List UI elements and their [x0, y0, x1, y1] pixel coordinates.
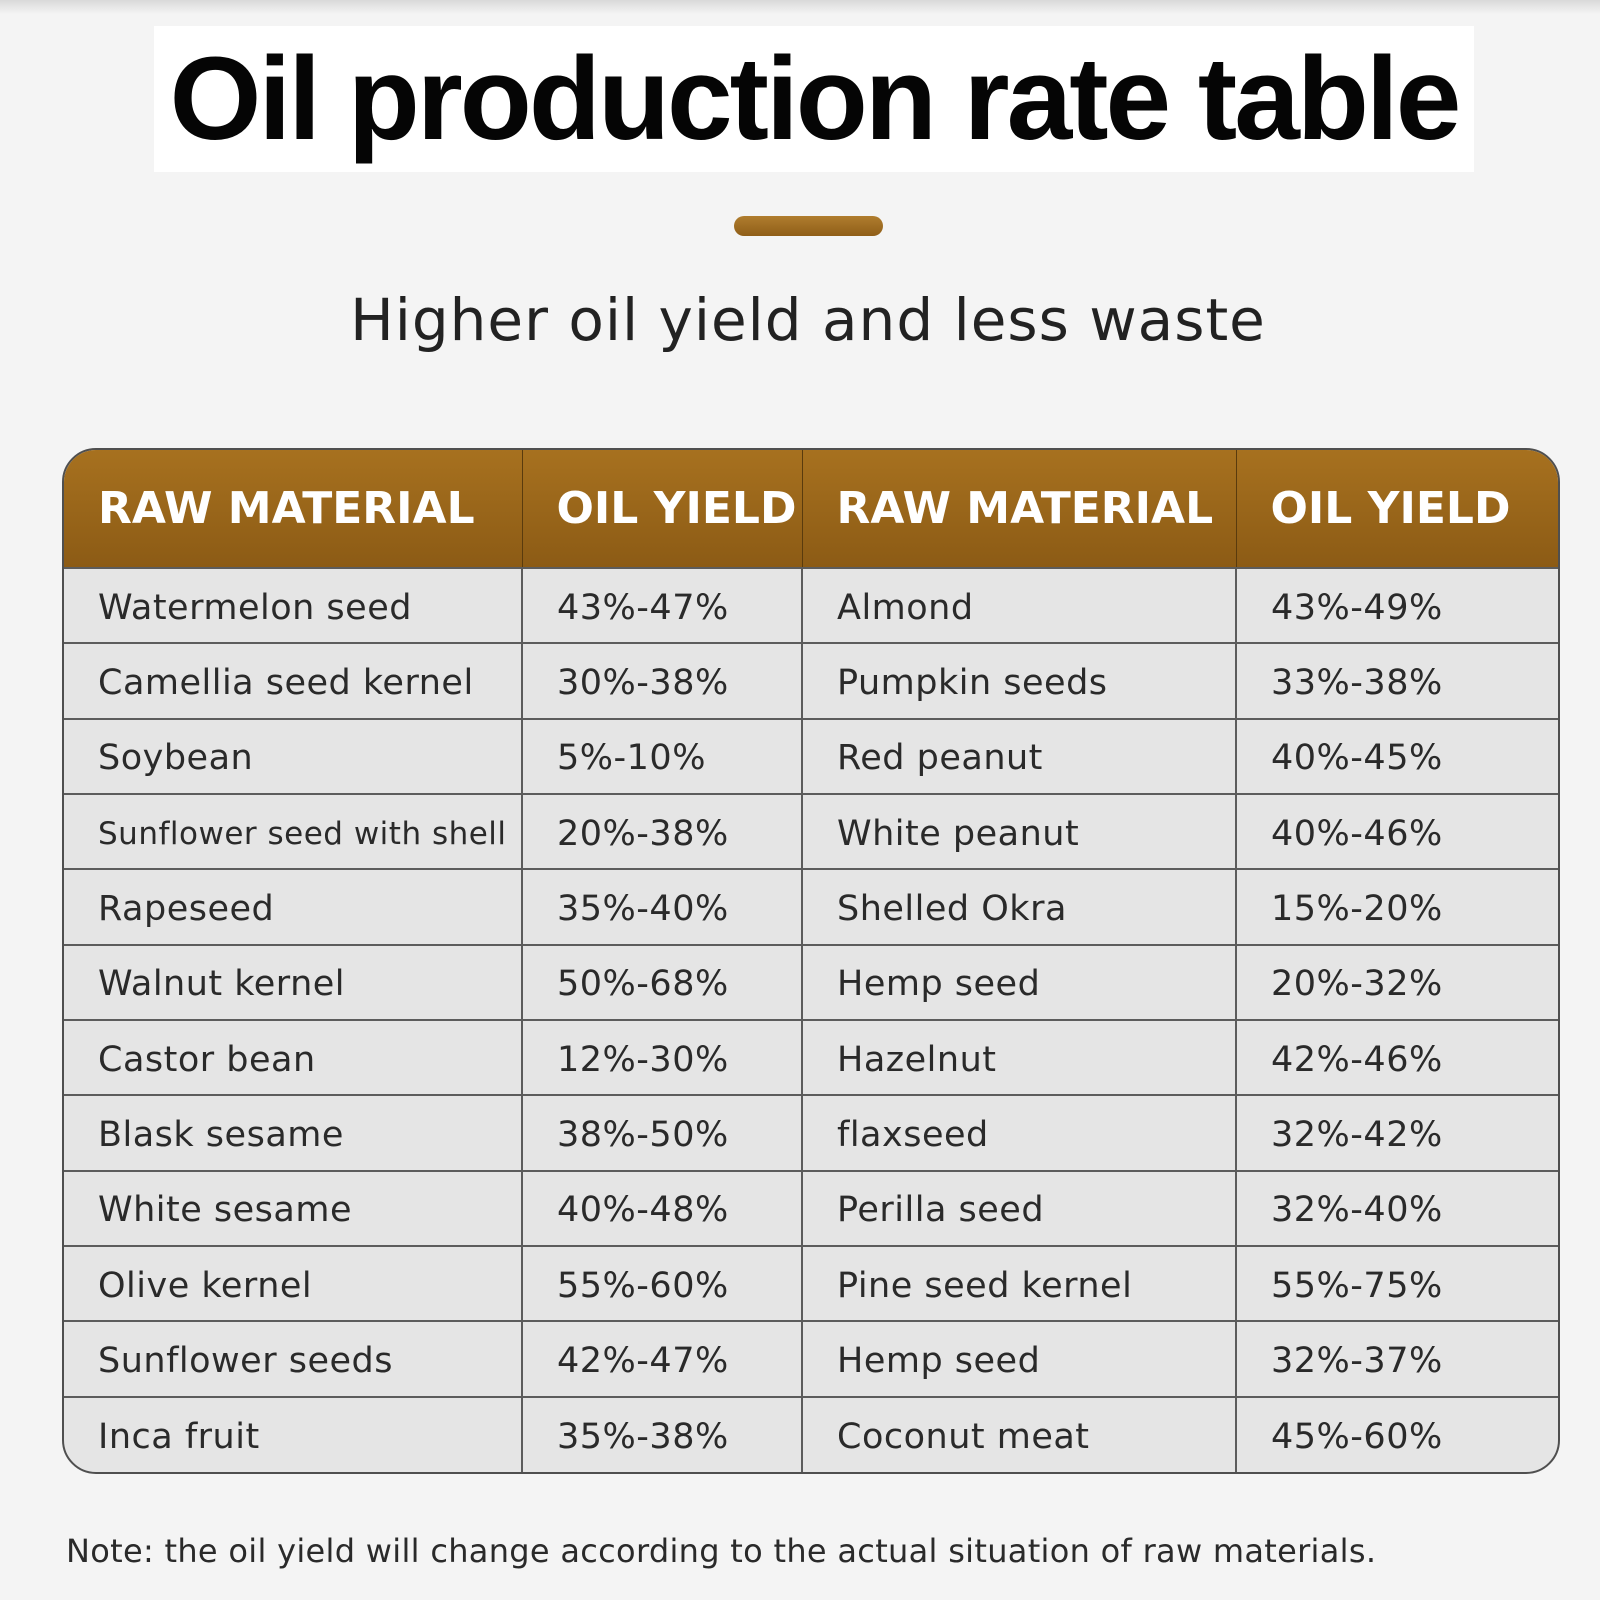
- yield-cell: 55%-75%: [1235, 1244, 1558, 1322]
- yield-cell: 20%-38%: [521, 792, 802, 870]
- material-cell: Camellia seed kernel: [64, 642, 522, 719]
- material-cell: Hemp seed: [801, 1320, 1236, 1397]
- table-row: Olive kernel 55%-60% Pine seed kernel 55…: [64, 1244, 1558, 1322]
- material-cell: Red peanut: [801, 717, 1236, 794]
- yield-cell: 35%-38%: [521, 1395, 802, 1472]
- oil-yield-table: RAW MATERIAL OIL YIELD RAW MATERIAL OIL …: [64, 450, 1558, 1472]
- yield-cell: 30%-38%: [521, 642, 802, 719]
- material-cell: Pine seed kernel: [801, 1244, 1236, 1322]
- material-cell: Almond: [801, 566, 1236, 644]
- header-raw-material-1: RAW MATERIAL: [64, 450, 522, 568]
- material-cell: Pumpkin seeds: [801, 642, 1236, 719]
- table-row: White sesame 40%-48% Perilla seed 32%-40…: [64, 1169, 1558, 1246]
- yield-cell: 35%-40%: [521, 868, 802, 945]
- header-raw-material-2: RAW MATERIAL: [801, 450, 1236, 568]
- yield-cell: 50%-68%: [521, 943, 802, 1020]
- material-cell: Coconut meat: [801, 1395, 1236, 1472]
- table-row: Rapeseed 35%-40% Shelled Okra 15%-20%: [64, 868, 1558, 945]
- material-cell: Inca fruit: [64, 1395, 522, 1472]
- table-row: Walnut kernel 50%-68% Hemp seed 20%-32%: [64, 943, 1558, 1020]
- yield-cell: 32%-42%: [1235, 1094, 1558, 1171]
- material-cell: White sesame: [64, 1169, 522, 1246]
- title-banner: Oil production rate table: [154, 26, 1474, 172]
- table-row: Castor bean 12%-30% Hazelnut 42%-46%: [64, 1018, 1558, 1096]
- yield-cell: 5%-10%: [521, 717, 802, 794]
- yield-cell: 40%-46%: [1235, 792, 1558, 870]
- material-cell: Hemp seed: [801, 943, 1236, 1020]
- material-cell: Shelled Okra: [801, 868, 1236, 945]
- material-cell: Castor bean: [64, 1018, 522, 1096]
- yield-cell: 43%-47%: [521, 566, 802, 644]
- table-row: Sunflower seed with shell 20%-38% White …: [64, 792, 1558, 870]
- yield-cell: 55%-60%: [521, 1244, 802, 1322]
- yield-cell: 40%-48%: [521, 1169, 802, 1246]
- table-row: Camellia seed kernel 30%-38% Pumpkin see…: [64, 642, 1558, 719]
- table-header-row: RAW MATERIAL OIL YIELD RAW MATERIAL OIL …: [64, 450, 1558, 568]
- subtitle: Higher oil yield and less waste: [350, 286, 1266, 354]
- yield-cell: 15%-20%: [1235, 868, 1558, 945]
- material-cell: Blask sesame: [64, 1094, 522, 1171]
- table-row: Inca fruit 35%-38% Coconut meat 45%-60%: [64, 1395, 1558, 1472]
- material-cell: flaxseed: [801, 1094, 1236, 1171]
- table-row: Blask sesame 38%-50% flaxseed 32%-42%: [64, 1094, 1558, 1171]
- yield-cell: 20%-32%: [1235, 943, 1558, 1020]
- table-row: Soybean 5%-10% Red peanut 40%-45%: [64, 717, 1558, 794]
- material-cell: Sunflower seed with shell: [64, 792, 522, 870]
- page-title: Oil production rate table: [169, 33, 1462, 165]
- material-cell: Walnut kernel: [64, 943, 522, 1020]
- yield-cell: 38%-50%: [521, 1094, 802, 1171]
- yield-cell: 42%-47%: [521, 1320, 802, 1397]
- oil-yield-table-container: RAW MATERIAL OIL YIELD RAW MATERIAL OIL …: [62, 448, 1560, 1474]
- header-oil-yield-2: OIL YIELD: [1235, 450, 1558, 568]
- yield-cell: 32%-37%: [1235, 1320, 1558, 1397]
- yield-cell: 12%-30%: [521, 1018, 802, 1096]
- header-oil-yield-1: OIL YIELD: [521, 450, 802, 568]
- material-cell: Hazelnut: [801, 1018, 1236, 1096]
- material-cell: Rapeseed: [64, 868, 522, 945]
- material-cell: Olive kernel: [64, 1244, 522, 1322]
- table-row: Sunflower seeds 42%-47% Hemp seed 32%-37…: [64, 1320, 1558, 1397]
- yield-cell: 32%-40%: [1235, 1169, 1558, 1246]
- material-cell: Soybean: [64, 717, 522, 794]
- material-cell: White peanut: [801, 792, 1236, 870]
- yield-cell: 43%-49%: [1235, 566, 1558, 644]
- yield-cell: 45%-60%: [1235, 1395, 1558, 1472]
- accent-divider: [734, 216, 883, 236]
- yield-cell: 40%-45%: [1235, 717, 1558, 794]
- table-row: Watermelon seed 43%-47% Almond 43%-49%: [64, 566, 1558, 644]
- footnote: Note: the oil yield will change accordin…: [66, 1532, 1377, 1570]
- material-cell: Perilla seed: [801, 1169, 1236, 1246]
- material-cell: Sunflower seeds: [64, 1320, 522, 1397]
- yield-cell: 33%-38%: [1235, 642, 1558, 719]
- yield-cell: 42%-46%: [1235, 1018, 1558, 1096]
- material-cell: Watermelon seed: [64, 566, 522, 644]
- top-strip: [0, 0, 1600, 14]
